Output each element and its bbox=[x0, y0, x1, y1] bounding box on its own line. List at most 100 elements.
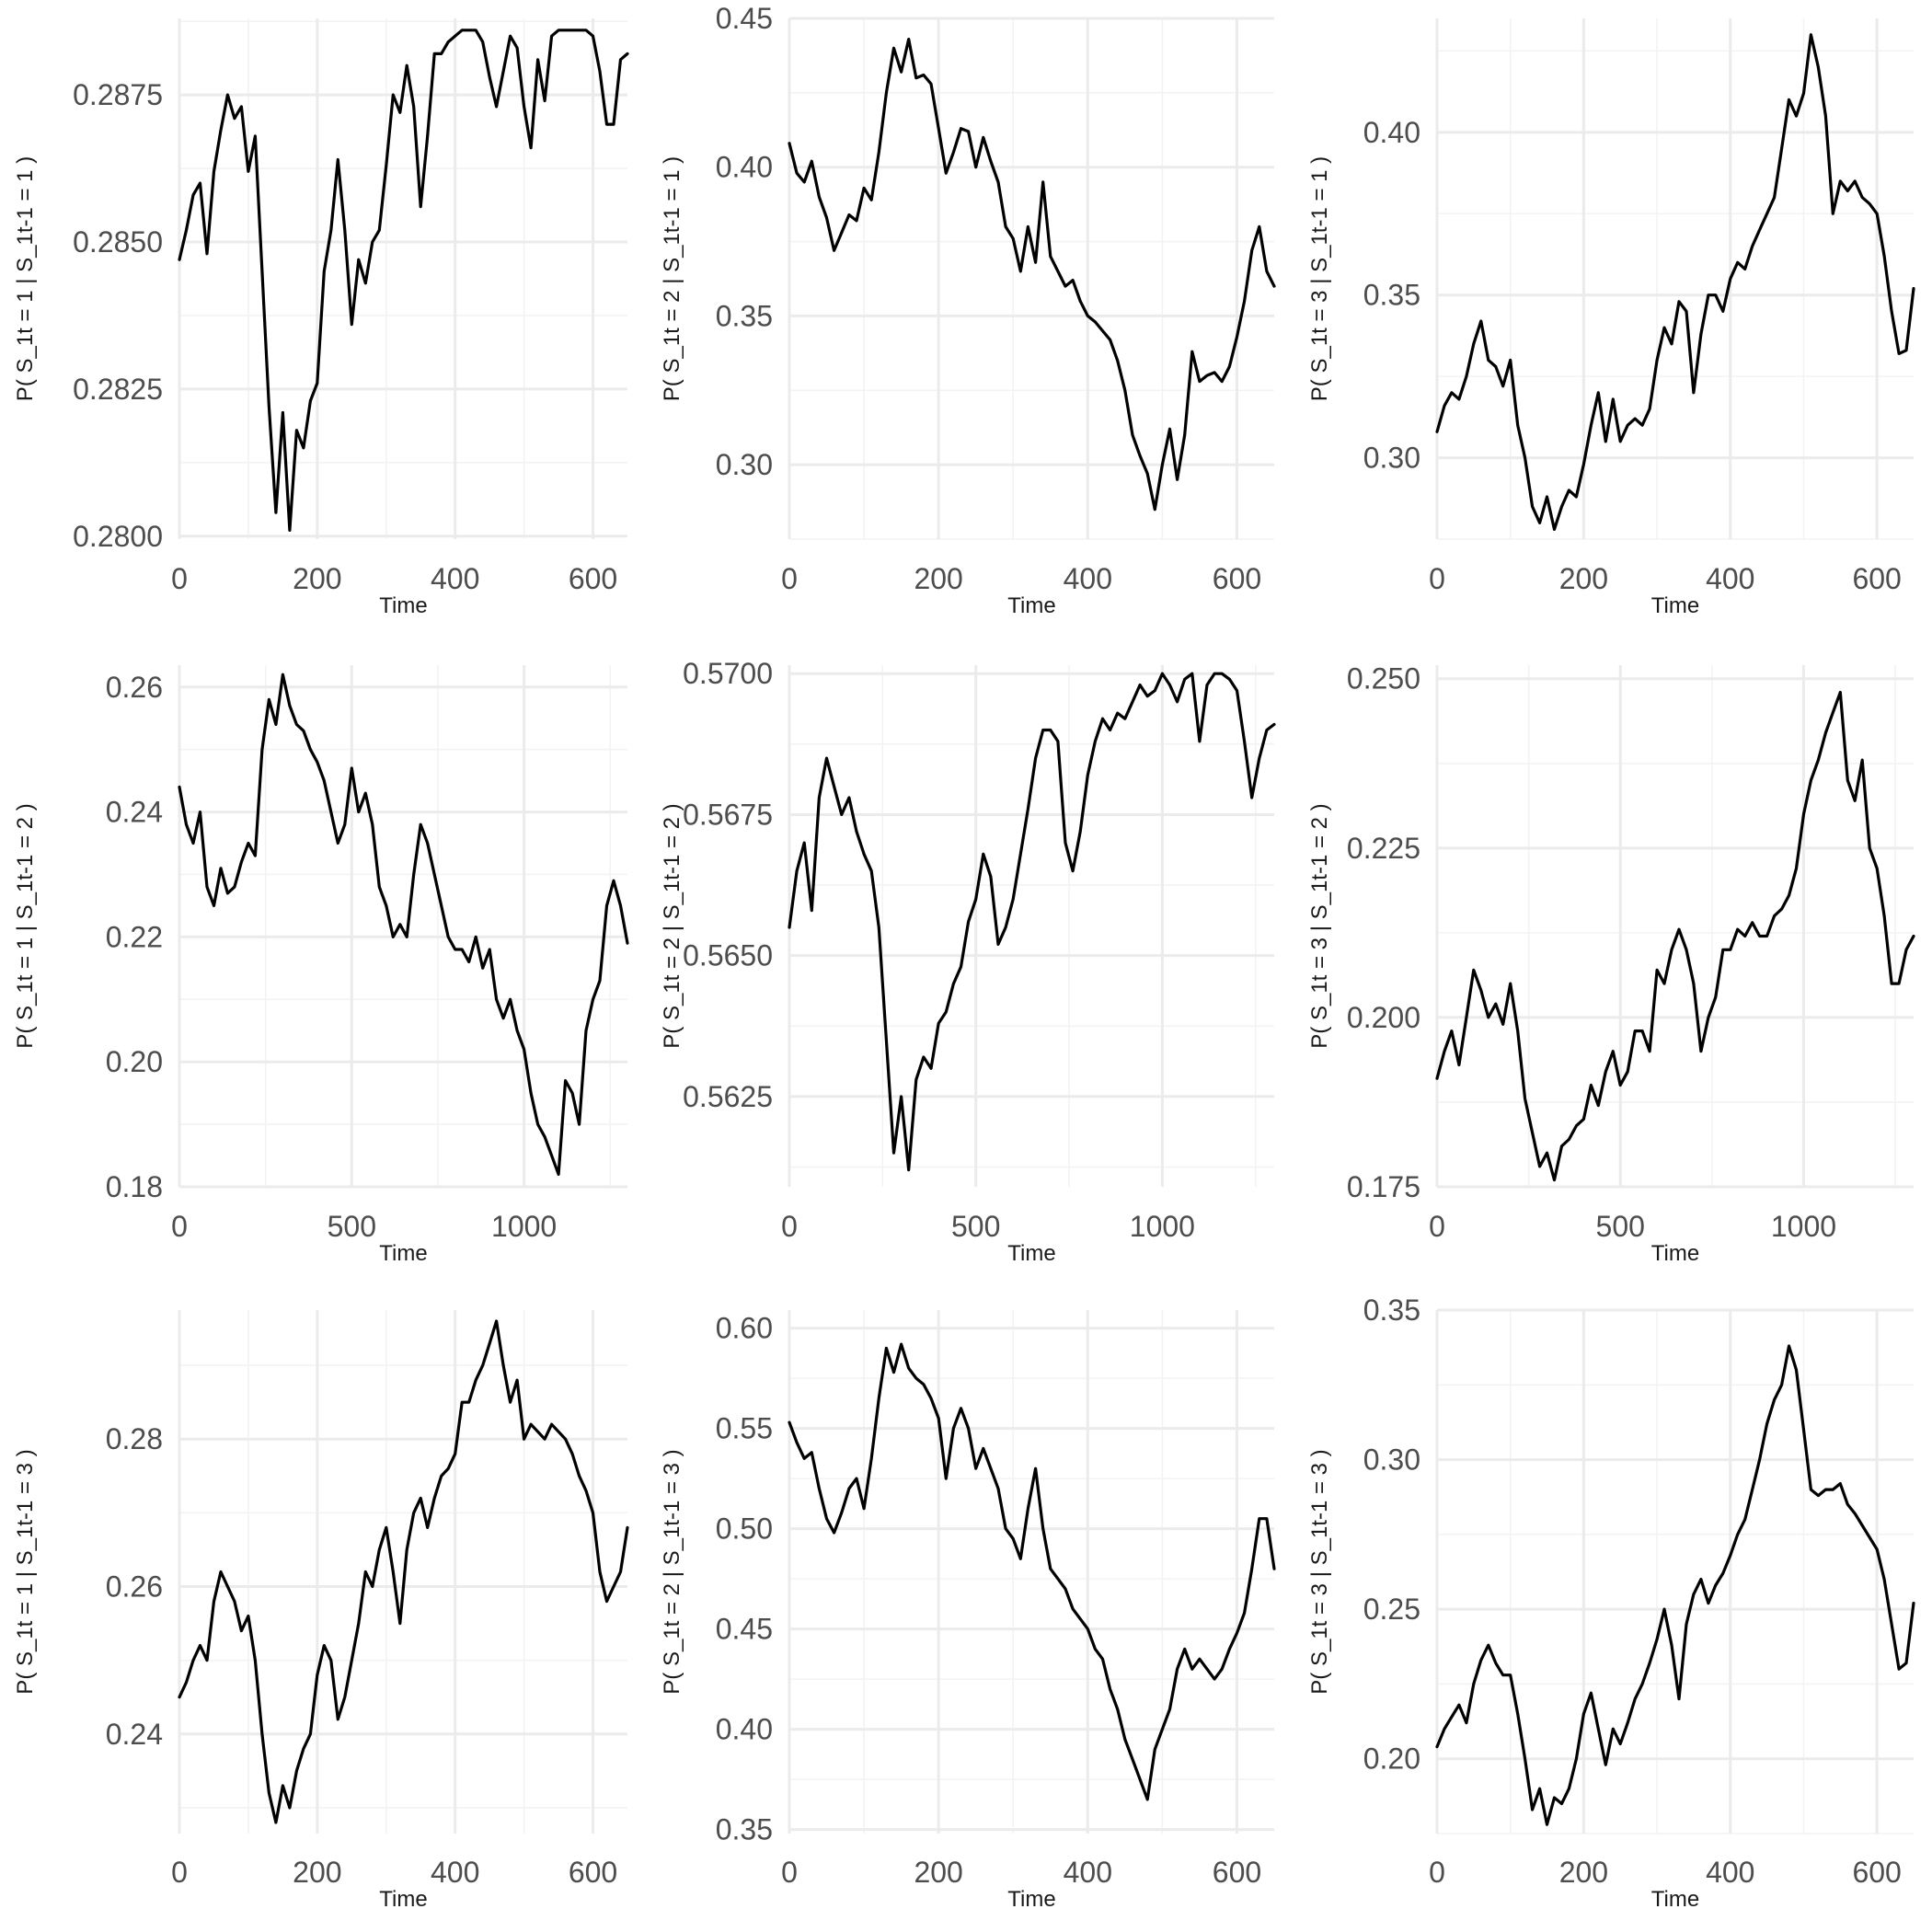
y-tick-label: 0.5675 bbox=[683, 798, 773, 831]
x-tick-label: 600 bbox=[569, 1856, 617, 1889]
panel-s2-given-2: 0 500 1000 0.5625 0.5650 0.5675 0.5700 Time P( S… bbox=[660, 657, 1276, 1266]
y-tick-label: 0.2875 bbox=[73, 78, 163, 111]
x-tick-label: 0 bbox=[171, 1210, 188, 1243]
series-line bbox=[178, 673, 629, 1177]
x-axis-title: Time bbox=[379, 1241, 427, 1266]
y-tick-label: 0.2850 bbox=[73, 225, 163, 259]
series-line bbox=[178, 29, 629, 533]
x-tick-label: 400 bbox=[1706, 562, 1754, 595]
x-axis-title: Time bbox=[379, 1887, 427, 1912]
x-tick-label: 200 bbox=[1559, 1856, 1608, 1889]
x-tick-label: 200 bbox=[1559, 562, 1608, 595]
y-axis-title: P( S_1t = 1 | S_1t-1 = 1 ) bbox=[13, 156, 38, 401]
x-tick-label: 1000 bbox=[1130, 1210, 1195, 1243]
x-tick-label: 600 bbox=[569, 562, 617, 595]
y-tick-label: 0.24 bbox=[106, 1718, 163, 1751]
x-tick-label: 400 bbox=[1064, 562, 1112, 595]
series-line bbox=[788, 37, 1276, 512]
x-axis-title: Time bbox=[1651, 1887, 1699, 1912]
y-tick-label: 0.26 bbox=[106, 671, 163, 704]
x-tick-label: 600 bbox=[1213, 1856, 1261, 1889]
x-axis-title: Time bbox=[379, 593, 427, 618]
y-tick-label: 0.25 bbox=[1363, 1593, 1420, 1626]
y-tick-label: 0.40 bbox=[716, 151, 773, 184]
x-tick-label: 200 bbox=[293, 562, 341, 595]
y-axis-title: P( S_1t = 2 | S_1t-1 = 1 ) bbox=[660, 156, 684, 401]
x-tick-label: 500 bbox=[951, 1210, 1000, 1243]
y-tick-label: 0.5700 bbox=[683, 657, 773, 690]
x-tick-label: 400 bbox=[1706, 1856, 1754, 1889]
x-axis-title: Time bbox=[1651, 1241, 1699, 1266]
x-axis-title: Time bbox=[1007, 1887, 1055, 1912]
panel-s3-given-2: 0 500 1000 0.175 0.200 0.225 0.250 Time P( S_1t … bbox=[1307, 662, 1915, 1266]
y-axis-title: P( S_1t = 3 | S_1t-1 = 1 ) bbox=[1307, 156, 1332, 401]
x-axis-title: Time bbox=[1651, 593, 1699, 618]
y-tick-label: 0.20 bbox=[106, 1045, 163, 1078]
x-axis-title: Time bbox=[1007, 593, 1055, 618]
x-axis-title: Time bbox=[1007, 1241, 1055, 1266]
series-line bbox=[178, 1319, 629, 1824]
x-tick-label: 400 bbox=[431, 1856, 479, 1889]
y-tick-label: 0.26 bbox=[106, 1570, 163, 1604]
y-axis-title: P( S_1t = 3 | S_1t-1 = 2 ) bbox=[1307, 803, 1332, 1048]
y-tick-label: 0.50 bbox=[716, 1512, 773, 1546]
x-tick-label: 500 bbox=[328, 1210, 376, 1243]
series-line bbox=[1435, 690, 1915, 1182]
x-tick-label: 0 bbox=[781, 1856, 798, 1889]
y-tick-label: 0.60 bbox=[716, 1312, 773, 1345]
x-tick-label: 500 bbox=[1596, 1210, 1645, 1243]
y-axis-title: P( S_1t = 1 | S_1t-1 = 3 ) bbox=[13, 1449, 38, 1694]
x-tick-label: 400 bbox=[1064, 1856, 1112, 1889]
x-tick-label: 600 bbox=[1852, 562, 1901, 595]
y-tick-label: 0.40 bbox=[1363, 116, 1420, 149]
x-tick-label: 0 bbox=[781, 562, 798, 595]
y-axis-title: P( S_1t = 1 | S_1t-1 = 2 ) bbox=[13, 803, 38, 1048]
series-line bbox=[1435, 1344, 1915, 1826]
y-tick-label: 0.5625 bbox=[683, 1080, 773, 1113]
panel-s3-given-3: 0 200 400 600 0.20 0.25 0.30 0.35 Time P( S_1t = … bbox=[1307, 1294, 1915, 1912]
x-tick-label: 400 bbox=[431, 562, 479, 595]
panel-s2-given-3: 0 200 400 600 0.35 0.40 0.45 0.50 0.55 0.60 Time P(… bbox=[660, 1310, 1276, 1912]
y-tick-label: 0.5650 bbox=[683, 939, 773, 972]
x-tick-label: 600 bbox=[1852, 1856, 1901, 1889]
series-line bbox=[788, 1342, 1276, 1801]
y-tick-label: 0.28 bbox=[106, 1422, 163, 1455]
x-tick-label: 200 bbox=[914, 1856, 962, 1889]
y-tick-label: 0.18 bbox=[106, 1170, 163, 1203]
y-tick-label: 0.175 bbox=[1347, 1170, 1420, 1203]
y-tick-label: 0.55 bbox=[716, 1412, 773, 1445]
x-tick-label: 200 bbox=[914, 562, 962, 595]
panel-s2-given-1: 0 200 400 600 0.30 0.35 0.40 0.45 Time P( S_1t = … bbox=[660, 2, 1276, 618]
x-tick-label: 1000 bbox=[491, 1210, 557, 1243]
series-line bbox=[788, 672, 1276, 1172]
y-tick-label: 0.2800 bbox=[73, 520, 163, 553]
x-tick-label: 0 bbox=[1429, 1210, 1445, 1243]
y-tick-label: 0.30 bbox=[1363, 1443, 1420, 1477]
x-tick-label: 0 bbox=[171, 562, 188, 595]
y-tick-label: 0.22 bbox=[106, 920, 163, 953]
y-tick-label: 0.45 bbox=[716, 2, 773, 35]
y-tick-label: 0.20 bbox=[1363, 1742, 1420, 1776]
x-tick-label: 0 bbox=[1429, 562, 1445, 595]
panel-s3-given-1: 0 200 400 600 0.30 0.35 0.40 Time P( S_1t = 3 | … bbox=[1307, 18, 1915, 618]
y-axis-title: P( S_1t = 2 | S_1t-1 = 3 ) bbox=[660, 1449, 684, 1694]
series-line bbox=[1435, 33, 1915, 532]
y-tick-label: 0.35 bbox=[716, 1813, 773, 1846]
x-tick-label: 200 bbox=[293, 1856, 341, 1889]
x-tick-label: 0 bbox=[171, 1856, 188, 1889]
x-tick-label: 0 bbox=[1429, 1856, 1445, 1889]
y-tick-label: 0.200 bbox=[1347, 1001, 1420, 1034]
y-tick-label: 0.2825 bbox=[73, 373, 163, 406]
x-tick-label: 1000 bbox=[1771, 1210, 1836, 1243]
y-tick-label: 0.250 bbox=[1347, 662, 1420, 696]
y-tick-label: 0.30 bbox=[716, 448, 773, 481]
panel-s1-given-2: 0 500 1000 0.18 0.20 0.22 0.24 0.26 Time P( S_1t … bbox=[13, 665, 629, 1266]
y-tick-label: 0.30 bbox=[1363, 442, 1420, 475]
x-tick-label: 600 bbox=[1213, 562, 1261, 595]
y-tick-label: 0.45 bbox=[716, 1613, 773, 1646]
panel-s1-given-1: 0 200 400 600 0.2800 0.2825 0.2850 0.2875 Time P(… bbox=[13, 18, 629, 618]
y-tick-label: 0.225 bbox=[1347, 832, 1420, 865]
panel-s1-given-3: 0 200 400 600 0.24 0.26 0.28 Time P( S_1t = 1 | … bbox=[13, 1310, 629, 1912]
y-tick-label: 0.35 bbox=[716, 299, 773, 332]
